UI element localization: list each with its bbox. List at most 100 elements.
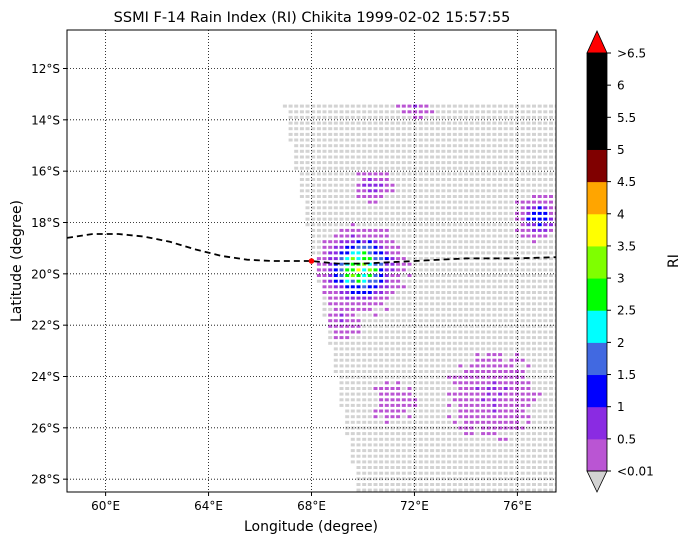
swath-pixel [441, 223, 446, 227]
swath-pixel [469, 251, 474, 255]
swath-pixel [515, 189, 519, 193]
swath-pixel [362, 206, 367, 210]
swath-pixel [520, 466, 525, 469]
swath-pixel [362, 392, 367, 396]
swath-pixel [464, 110, 469, 114]
x-tick-label: 64°E [194, 499, 223, 513]
swath-pixel [401, 460, 406, 464]
swath-pixel [424, 341, 429, 345]
swath-pixel [492, 432, 497, 436]
swath-pixel [520, 217, 525, 221]
swath-pixel [373, 279, 378, 283]
swath-pixel [345, 353, 350, 357]
swath-pixel [379, 449, 384, 453]
swath-pixel [418, 426, 423, 430]
swath-pixel [554, 183, 556, 187]
swath-pixel [401, 245, 406, 249]
swath-pixel [543, 262, 548, 266]
swath-pixel [288, 104, 293, 108]
swath-pixel [328, 268, 333, 272]
swath-pixel [464, 251, 469, 255]
swath-pixel [356, 251, 361, 255]
swath-pixel [294, 132, 299, 136]
swath-pixel [498, 211, 503, 215]
swath-pixel [367, 364, 372, 368]
swath-pixel [322, 121, 327, 125]
swath-pixel [492, 127, 497, 131]
swath-pixel [418, 172, 423, 176]
swath-pixel [294, 104, 299, 108]
swath-pixel [311, 144, 316, 148]
swath-pixel [367, 409, 372, 413]
swath-pixel [401, 240, 406, 244]
swath-pixel [452, 358, 457, 362]
swath-pixel [379, 291, 384, 294]
swath-pixel [526, 144, 531, 148]
swath-pixel [384, 166, 389, 170]
swath-pixel [367, 302, 372, 306]
swath-pixel [503, 437, 508, 441]
swath-pixel [322, 172, 327, 176]
swath-pixel [503, 234, 508, 238]
swath-pixel [362, 144, 367, 148]
y-tick-label: 22°S [31, 319, 60, 333]
swath-pixel [362, 161, 367, 165]
swath-pixel [424, 268, 429, 272]
swath-pixel [373, 364, 378, 368]
swath-pixel [339, 353, 344, 357]
swath-pixel [373, 302, 378, 306]
swath-pixel [503, 347, 508, 351]
swath-pixel [481, 466, 486, 469]
swath-pixel [356, 358, 361, 362]
swath-pixel [532, 104, 536, 108]
swath-pixel [492, 449, 497, 453]
swath-pixel [333, 341, 338, 345]
swath-pixel [299, 172, 304, 176]
swath-pixel [537, 110, 542, 114]
swath-pixel [532, 454, 536, 458]
swath-pixel [554, 437, 556, 441]
swath-pixel [452, 274, 457, 277]
swath-pixel [441, 324, 446, 328]
swath-pixel [452, 251, 457, 255]
swath-pixel [469, 189, 474, 193]
swath-pixel [498, 115, 503, 119]
swath-pixel [379, 381, 384, 385]
swath-pixel [498, 324, 503, 328]
swath-pixel [475, 460, 480, 464]
swath-pixel [350, 144, 355, 148]
swath-pixel [549, 347, 553, 351]
swath-pixel [356, 285, 361, 289]
swath-pixel [464, 178, 469, 181]
swath-pixel [469, 240, 474, 244]
swath-pixel [543, 488, 548, 492]
swath-pixel [532, 240, 536, 244]
swath-pixel [339, 166, 344, 170]
colorbar-tick-label: 1.5 [617, 368, 636, 382]
swath-pixel [367, 483, 372, 486]
swath-pixel [333, 336, 338, 340]
swath-pixel [356, 166, 361, 170]
swath-pixel [464, 240, 469, 244]
swath-pixel [526, 336, 531, 340]
swath-pixel [390, 149, 395, 153]
swath-pixel [509, 302, 514, 306]
swath-pixel [350, 110, 355, 114]
swath-pixel [436, 494, 440, 497]
swath-pixel [430, 330, 435, 334]
swath-pixel [390, 257, 395, 261]
swath-pixel [373, 211, 378, 215]
swath-pixel [464, 387, 469, 390]
swath-pixel [396, 443, 401, 447]
swath-pixel [339, 104, 344, 108]
swath-pixel [373, 144, 378, 148]
swath-pixel [396, 330, 401, 334]
swath-pixel [407, 420, 412, 424]
swath-pixel [515, 138, 519, 142]
swath-pixel [554, 189, 556, 193]
swath-pixel [362, 279, 367, 283]
swath-pixel [537, 302, 542, 306]
swath-pixel [458, 353, 463, 357]
swath-pixel [549, 240, 553, 244]
swath-pixel [288, 121, 293, 125]
